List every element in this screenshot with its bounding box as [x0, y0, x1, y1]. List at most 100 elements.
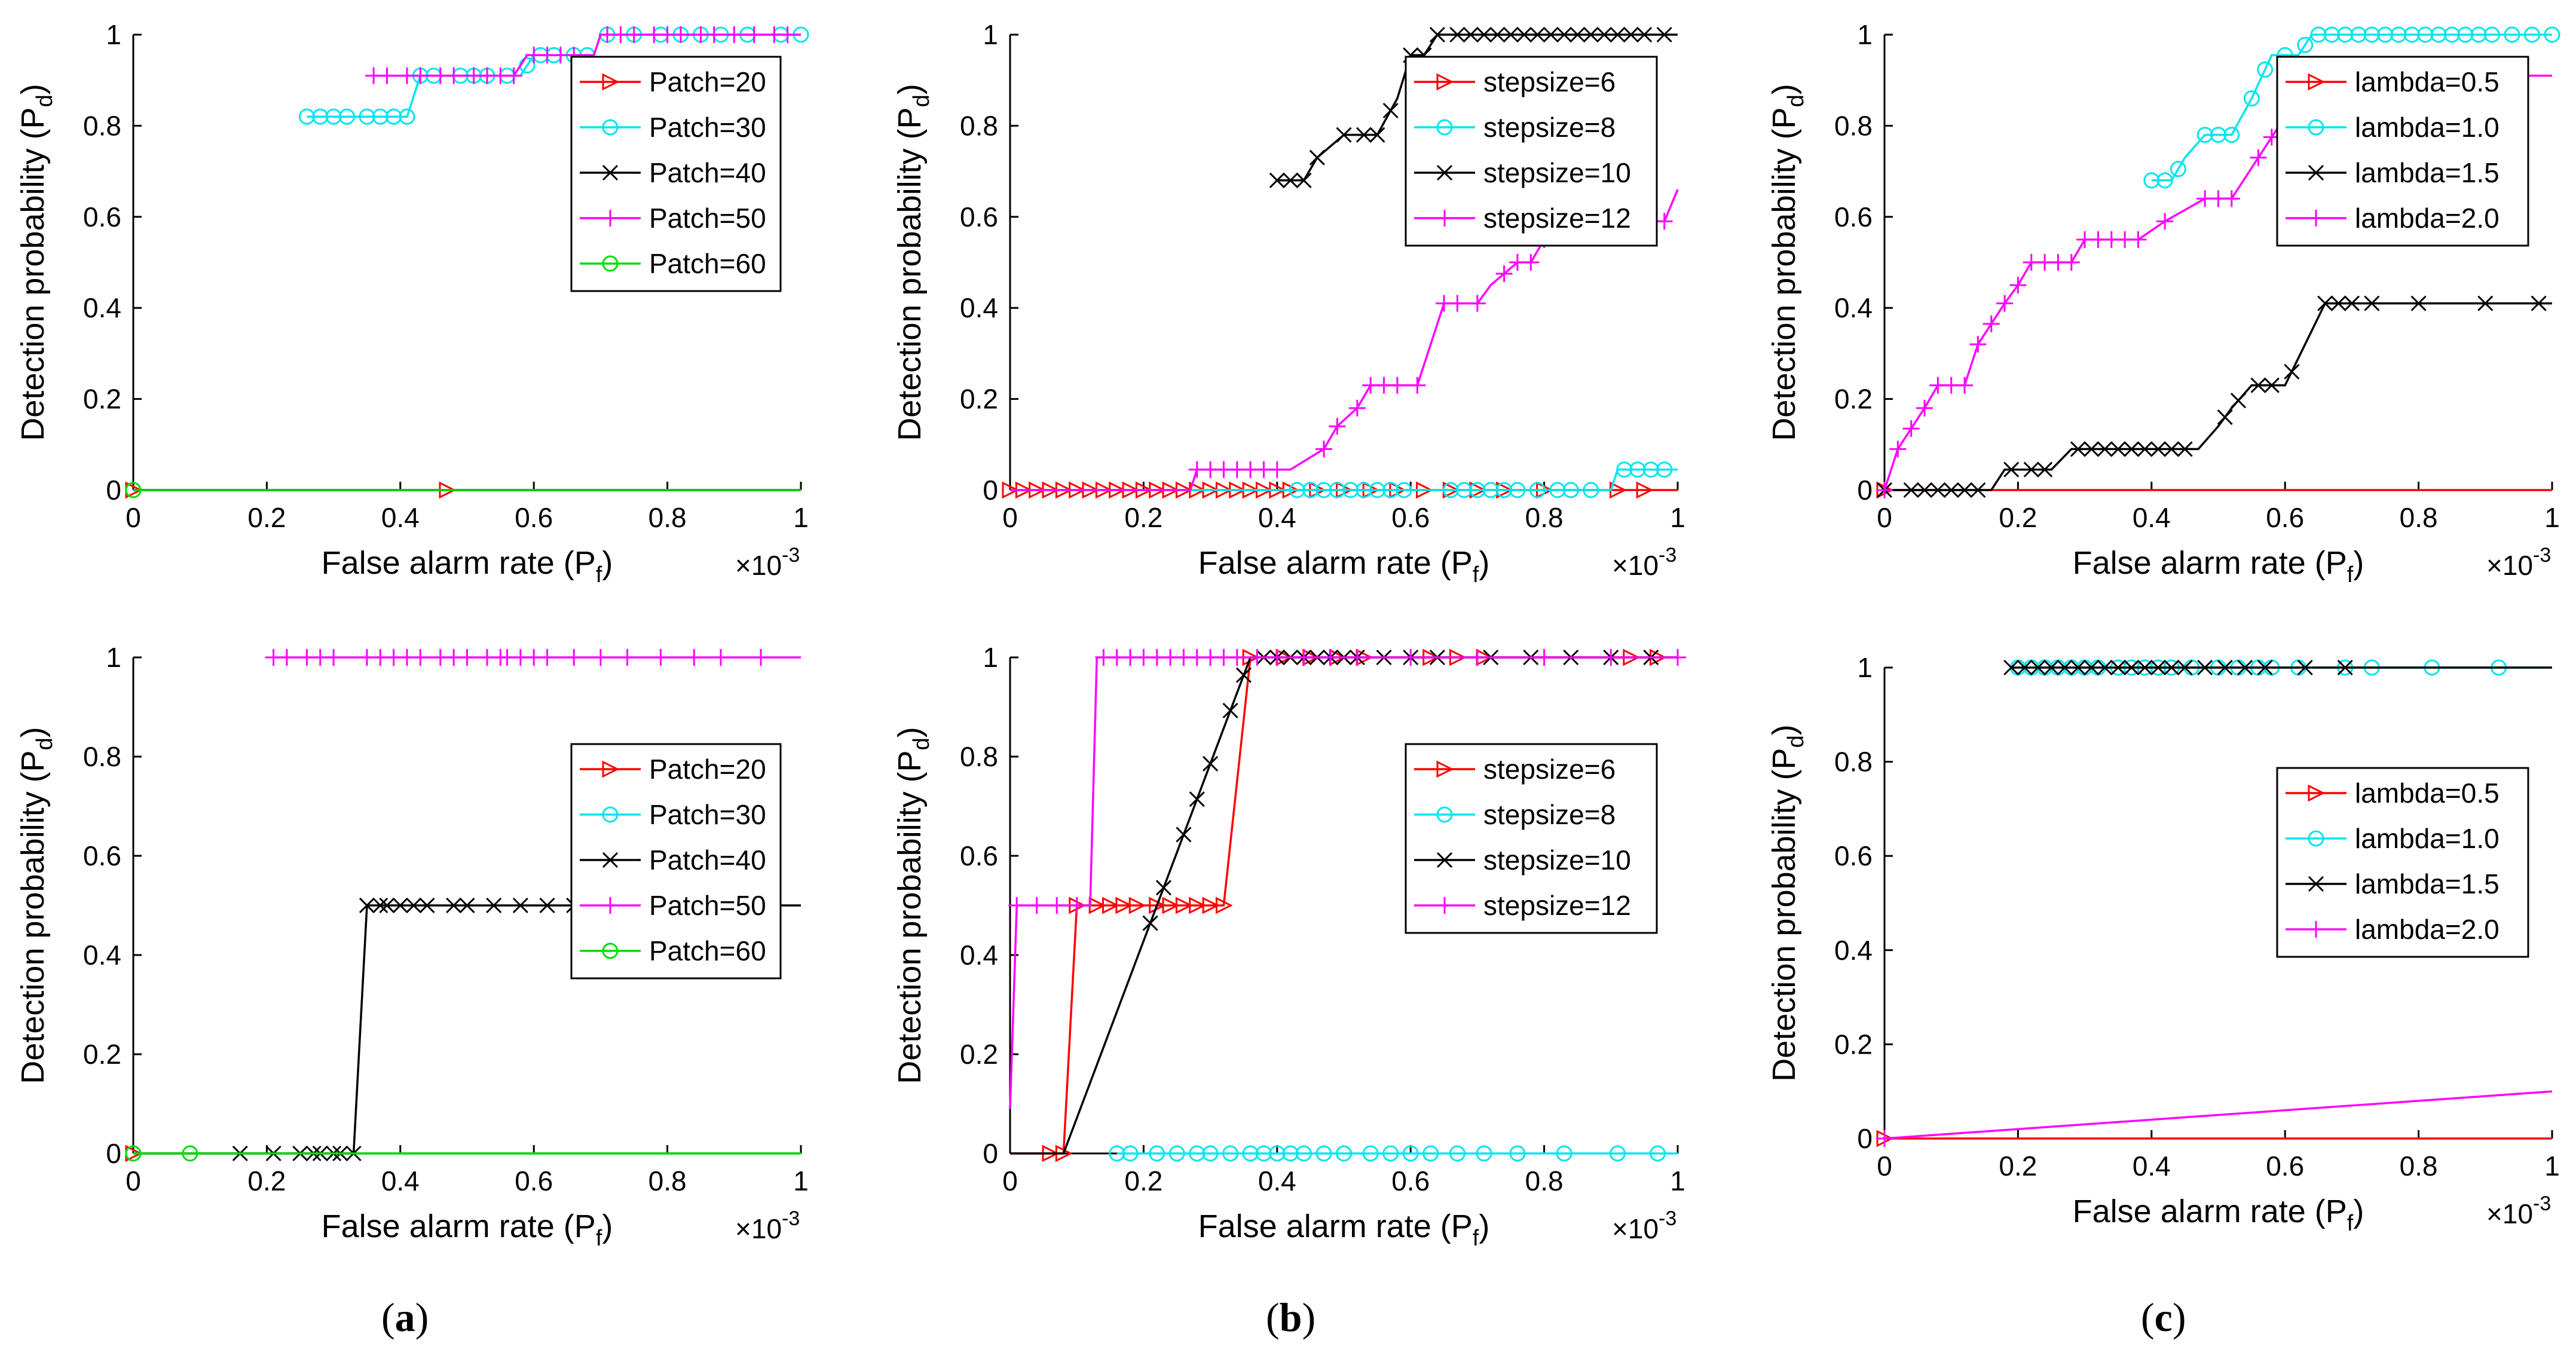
- data-point: [1342, 482, 1359, 498]
- y-tick-label: 0: [106, 475, 121, 506]
- x-tick-label: 1: [1670, 502, 1685, 533]
- y-tick-label: 0.6: [1834, 840, 1873, 871]
- data-point: [1382, 1145, 1399, 1162]
- data-point: [1109, 1145, 1125, 1162]
- data-point: [2250, 149, 2267, 166]
- data-point: [2137, 441, 2153, 457]
- x-tick-label: 0: [126, 502, 141, 533]
- legend: lambda=0.5 lambda=1.0 lambda=1.5 lambda=2.0: [2276, 56, 2529, 247]
- data-point: [1429, 26, 1445, 43]
- legend-marker: [602, 210, 619, 227]
- x-tick-label: 0.6: [515, 502, 553, 533]
- data-point: [2003, 659, 2020, 676]
- legend-marker: [1436, 897, 1453, 914]
- legend-label: stepsize=6: [1483, 754, 1616, 785]
- y-tick-label: 1: [106, 19, 121, 50]
- data-point: [1149, 1145, 1165, 1162]
- x-tick-label: 0.2: [1999, 1150, 2037, 1182]
- legend-box: [2276, 767, 2529, 958]
- data-point: [1402, 1145, 1419, 1162]
- data-point: [325, 649, 342, 666]
- x-tick-label: 0.2: [1124, 1165, 1162, 1196]
- series-c-top-1: [2143, 26, 2560, 189]
- series-b-top-2: [1269, 26, 1678, 188]
- data-point: [1642, 461, 1659, 478]
- data-point: [2197, 659, 2213, 676]
- y-axis-label: Detection probability (Pd): [892, 84, 934, 440]
- data-point: [1189, 1145, 1206, 1162]
- data-point: [1068, 897, 1085, 914]
- x-tick-label: 1: [2544, 1150, 2560, 1182]
- legend-marker: [2308, 830, 2324, 847]
- legend-marker: [2308, 784, 2326, 802]
- data-point: [1189, 791, 1205, 807]
- data-point: [1629, 461, 1646, 478]
- data-point: [1570, 26, 1586, 43]
- data-point: [1369, 482, 1385, 498]
- data-point: [125, 482, 142, 498]
- series-b-top-1: [1010, 461, 1678, 498]
- data-point: [565, 649, 583, 666]
- data-point: [512, 897, 528, 914]
- data-point: [372, 108, 388, 125]
- data-point: [1583, 482, 1599, 498]
- data-point: [1903, 482, 1919, 498]
- data-point: [2350, 26, 2367, 43]
- data-point: [2070, 441, 2086, 457]
- data-point: [1656, 26, 1672, 43]
- legend-label: stepsize=10: [1483, 844, 1631, 876]
- y-axis-label: Detection probability (Pd): [1766, 84, 1809, 440]
- x-axis-label: False alarm rate (Pf): [1198, 545, 1490, 587]
- data-point: [1175, 896, 1193, 914]
- legend-marker: [2308, 921, 2324, 938]
- data-point: [2150, 659, 2167, 676]
- x-tick-label: 0.4: [1258, 502, 1296, 533]
- x-tick-label: 0.6: [1391, 502, 1430, 533]
- data-point: [278, 649, 295, 666]
- data-point: [2544, 26, 2560, 43]
- data-point: [1283, 172, 1299, 188]
- data-point: [2023, 461, 2039, 478]
- data-point: [2504, 26, 2520, 43]
- data-point: [1028, 897, 1045, 914]
- legend-label: lambda=1.5: [2355, 157, 2499, 188]
- data-point: [745, 26, 763, 43]
- subfigure-label-b: (b): [1266, 1294, 1316, 1340]
- y-tick-label: 0.6: [1834, 201, 1873, 232]
- chart-c-top: 0 0.2 0.4 0.6 0.8 1 0 0.2 0.4 0.6 0.8 1 ×10-3 False a…: [1766, 19, 2560, 587]
- y-tick-label: 0.8: [1834, 746, 1873, 778]
- data-point: [1249, 649, 1266, 666]
- data-point: [2250, 377, 2266, 393]
- chart-b-bottom: 0 0.2 0.4 0.6 0.8 1 0 0.2 0.4 0.6 0.8 1 ×10-3 False a…: [892, 642, 1686, 1251]
- data-point: [1369, 127, 1385, 143]
- legend-marker: [1436, 210, 1453, 227]
- data-point: [1656, 213, 1673, 230]
- data-point: [2417, 26, 2434, 43]
- data-point: [1516, 26, 1532, 43]
- data-point: [1983, 315, 2000, 332]
- legend-marker: [2308, 119, 2324, 136]
- data-point: [1329, 482, 1345, 498]
- x-tick-label: 1: [793, 502, 809, 533]
- data-point: [412, 649, 429, 666]
- x-axis-label: False alarm rate (Pf): [2073, 545, 2364, 587]
- data-point: [379, 897, 395, 914]
- data-point: [1362, 1145, 1379, 1162]
- data-point: [1222, 702, 1238, 718]
- data-point: [412, 67, 429, 84]
- data-point: [2170, 161, 2186, 177]
- legend-label: lambda=0.5: [2355, 66, 2499, 97]
- legend-box: [1405, 743, 1658, 934]
- legend-marker: [1436, 806, 1453, 823]
- data-point: [779, 26, 796, 43]
- data-point: [592, 649, 609, 666]
- data-point: [1162, 896, 1180, 914]
- data-point: [2030, 659, 2046, 676]
- legend-marker: [602, 119, 619, 136]
- data-point: [1476, 26, 1492, 43]
- data-point: [1529, 482, 1546, 498]
- data-point: [2124, 659, 2140, 676]
- data-point: [1215, 896, 1233, 914]
- data-point: [1296, 172, 1312, 188]
- x-tick-label: 0: [1002, 1165, 1018, 1196]
